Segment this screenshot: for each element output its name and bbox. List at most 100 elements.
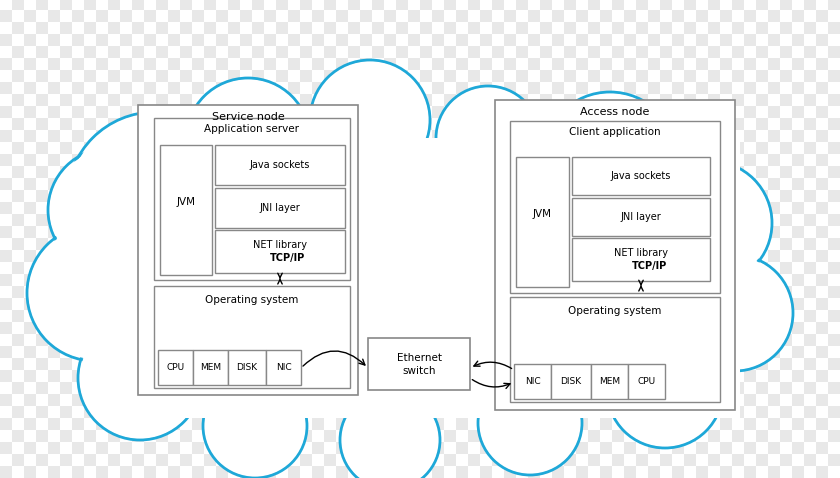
Bar	[804, 130, 816, 142]
Bar	[552, 190, 564, 202]
Bar	[588, 190, 600, 202]
Bar	[612, 382, 624, 394]
Bar	[528, 394, 540, 406]
Bar	[132, 58, 144, 70]
Bar	[588, 142, 600, 154]
Bar	[348, 310, 360, 322]
Bar	[84, 454, 96, 466]
Bar	[732, 322, 744, 334]
Bar	[708, 286, 720, 298]
Bar	[576, 58, 588, 70]
Bar	[420, 286, 432, 298]
Bar	[384, 346, 396, 358]
Bar	[228, 286, 240, 298]
Bar	[468, 34, 480, 46]
Bar	[564, 262, 576, 274]
Bar	[708, 190, 720, 202]
Bar	[72, 238, 84, 250]
Bar	[792, 286, 804, 298]
Bar	[600, 166, 612, 178]
Bar	[312, 130, 324, 142]
Bar	[240, 142, 252, 154]
Bar	[756, 454, 768, 466]
Bar	[600, 202, 612, 214]
Bar	[588, 346, 600, 358]
Bar	[216, 454, 228, 466]
Bar	[312, 70, 324, 82]
Bar	[768, 46, 780, 58]
Bar	[408, 34, 420, 46]
Bar	[108, 106, 120, 118]
Bar	[456, 298, 468, 310]
Bar	[480, 394, 492, 406]
Bar	[0, 166, 12, 178]
Bar	[708, 430, 720, 442]
Bar	[348, 346, 360, 358]
Bar	[408, 0, 420, 10]
Bar	[96, 166, 108, 178]
Bar	[672, 226, 684, 238]
Bar	[204, 10, 216, 22]
Bar	[684, 22, 696, 34]
Bar	[324, 34, 336, 46]
Bar	[468, 430, 480, 442]
Bar	[816, 418, 828, 430]
Bar	[432, 178, 444, 190]
Bar	[636, 226, 648, 238]
Bar	[252, 454, 264, 466]
Circle shape	[186, 78, 310, 202]
Bar	[180, 82, 192, 94]
Bar	[720, 238, 732, 250]
Bar	[84, 406, 96, 418]
Bar	[360, 58, 372, 70]
Bar	[816, 46, 828, 58]
Bar	[312, 82, 324, 94]
Bar	[96, 178, 108, 190]
Bar	[720, 0, 732, 10]
Bar	[516, 46, 528, 58]
Bar	[480, 94, 492, 106]
Bar	[648, 382, 660, 394]
Bar	[720, 106, 732, 118]
Bar	[432, 310, 444, 322]
Bar	[312, 0, 324, 10]
Bar	[564, 238, 576, 250]
Bar	[792, 10, 804, 22]
Bar	[600, 322, 612, 334]
Bar	[384, 58, 396, 70]
Bar	[12, 250, 24, 262]
Bar	[228, 94, 240, 106]
Bar	[768, 334, 780, 346]
Bar	[96, 322, 108, 334]
Bar	[768, 58, 780, 70]
Bar	[108, 94, 120, 106]
Bar	[708, 0, 720, 10]
Bar	[600, 154, 612, 166]
Bar	[600, 430, 612, 442]
Bar	[420, 370, 432, 382]
Bar	[360, 406, 372, 418]
Bar	[204, 22, 216, 34]
Bar	[300, 118, 312, 130]
Bar	[780, 118, 792, 130]
Bar	[516, 130, 528, 142]
Bar	[420, 454, 432, 466]
Bar	[504, 154, 516, 166]
Bar	[432, 346, 444, 358]
Bar	[516, 334, 528, 346]
Bar	[336, 238, 348, 250]
Bar	[396, 382, 408, 394]
Bar	[708, 418, 720, 430]
Bar	[552, 454, 564, 466]
Bar	[816, 0, 828, 10]
Bar	[192, 118, 204, 130]
Bar	[600, 130, 612, 142]
Bar	[360, 310, 372, 322]
Bar	[312, 310, 324, 322]
Bar	[72, 274, 84, 286]
Bar	[552, 118, 564, 130]
Bar	[660, 94, 672, 106]
Bar	[756, 406, 768, 418]
Bar	[828, 310, 840, 322]
Bar	[12, 274, 24, 286]
